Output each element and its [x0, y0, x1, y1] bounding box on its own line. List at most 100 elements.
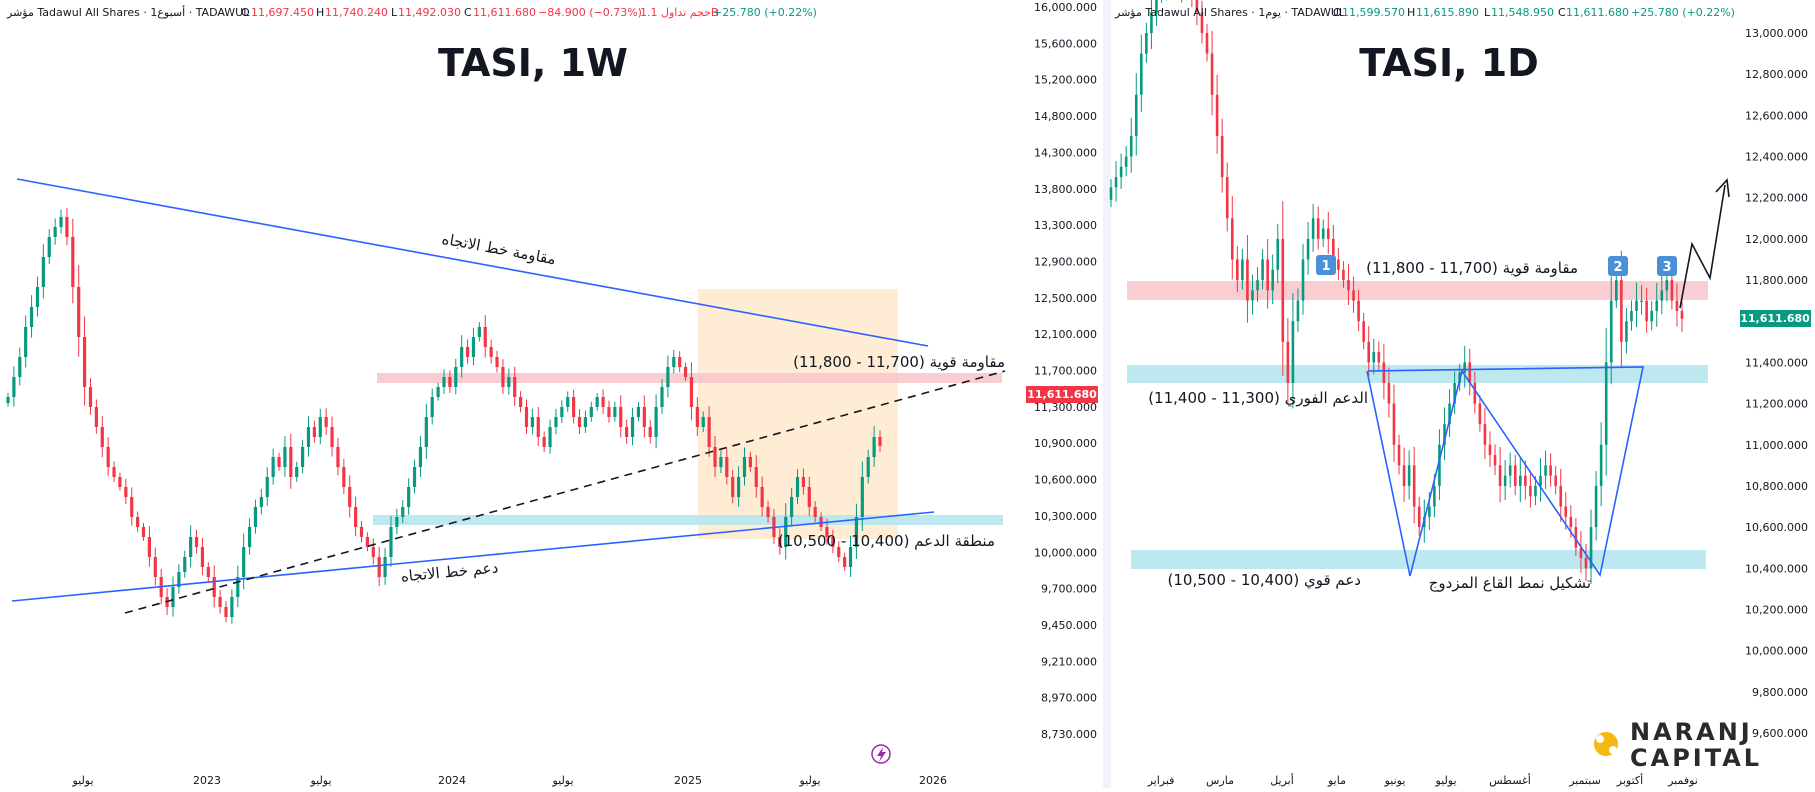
svg-text:1: 1 [1321, 259, 1330, 274]
weekly-price-tick: 15,600.000 [1034, 37, 1097, 50]
candle-body [601, 397, 605, 407]
candle-body [18, 357, 22, 377]
candle-body [595, 397, 599, 407]
candle-body [1433, 485, 1436, 507]
daily-c-label: C [1558, 6, 1566, 19]
candle-body [1473, 383, 1477, 404]
candle-body [41, 257, 45, 287]
daily-price-tick: 9,800.000 [1752, 686, 1808, 699]
candle-body [1655, 300, 1659, 311]
candle-body [636, 407, 641, 417]
candle-body [1589, 527, 1593, 569]
candle-body [147, 537, 152, 557]
weekly-time-axis: يوليو 2023 يوليو 2024 يوليو 2025 يوليو 2026 [71, 774, 947, 787]
candle-body [1382, 362, 1386, 383]
candle-body [35, 287, 40, 307]
candle-body [130, 497, 134, 517]
candle-body [1604, 362, 1608, 445]
candle-body [725, 457, 729, 477]
daily-price-tick: 10,400.000 [1745, 562, 1808, 575]
candle-body [94, 407, 98, 427]
candle-body [530, 417, 534, 427]
daily-change: +25.780 (+0.22%) [1631, 6, 1735, 19]
candle-body [495, 357, 499, 367]
daily-price-tick: 10,000.000 [1745, 645, 1808, 658]
candle-body [1599, 444, 1603, 486]
candle-body [47, 237, 51, 257]
candle-body [689, 377, 694, 407]
daily-time-tick: أغسطس [1489, 773, 1531, 787]
daily-l-label: L [1484, 6, 1491, 19]
candle-body [1609, 300, 1613, 363]
candle-body [707, 417, 711, 447]
candle-body [1660, 290, 1664, 301]
candle-body [1155, 0, 1158, 13]
lightning-icon[interactable] [871, 744, 891, 764]
candle-body [536, 417, 540, 437]
candle-body [678, 357, 682, 367]
daily-low: 11,548.950 [1491, 6, 1554, 19]
weekly-time-tick: يوليو [551, 774, 573, 787]
candle-body [819, 517, 823, 527]
candle-body [377, 557, 381, 577]
daily-header: مؤشر Tadawul All Shares · 1يوم · TADAWUL… [1114, 6, 1735, 19]
candle-body [106, 447, 110, 467]
candle-body [560, 407, 564, 417]
candle-body [1417, 506, 1421, 528]
daily-time-axis: فبراير مارس أبريل مايو يونيو يوليو أغسطس سبتمبر… [1147, 773, 1698, 787]
weekly-price-tick: 13,800.000 [1034, 183, 1097, 196]
candle-body [1114, 177, 1118, 188]
candle-body [1529, 485, 1532, 497]
candle-body [177, 572, 181, 587]
weekly-time-tick: 2023 [193, 774, 221, 787]
candle-body [1357, 300, 1360, 322]
candle-body [719, 457, 723, 467]
candle-body [88, 387, 93, 407]
daily-strong-support-label: دعم قوي (10,400 - 10,500) [1168, 571, 1361, 590]
weekly-price-tick: 10,600.000 [1034, 474, 1097, 487]
daily-price-tick: 10,800.000 [1745, 480, 1808, 493]
candle-body [189, 537, 193, 557]
weekly-price-tick: 8,730.000 [1041, 728, 1097, 741]
candle-body [1645, 300, 1648, 322]
candle-body [1402, 465, 1406, 486]
candle-body [77, 287, 81, 337]
candle-body [630, 417, 635, 437]
candle-body [1483, 424, 1487, 445]
candle-body [330, 427, 334, 447]
candle-body [795, 477, 800, 497]
candle-body [1524, 475, 1527, 486]
candle-body [607, 407, 611, 417]
projection-arrow [1679, 184, 1726, 309]
daily-price-tick: 12,800.000 [1745, 68, 1808, 81]
daily-h-label: H [1407, 6, 1415, 19]
candle-body [695, 407, 699, 427]
candle-body [118, 477, 122, 487]
candle-body [807, 487, 811, 507]
candle-body [1337, 259, 1340, 270]
candle-body [1493, 455, 1497, 466]
candle-body [1630, 310, 1633, 322]
candle-body [854, 517, 859, 547]
weekly-price-tick: 10,300.000 [1034, 510, 1097, 523]
candle-body [1584, 558, 1588, 569]
candle-body [748, 457, 752, 467]
candle-body [289, 447, 293, 477]
candle-body [1124, 156, 1128, 167]
candle-body [383, 557, 387, 577]
daily-time-tick: يوليو [1434, 774, 1456, 787]
candle-body [1549, 465, 1552, 476]
weekly-high: 11,740.240 [325, 6, 388, 19]
candle-body [754, 467, 758, 487]
candle-body [1478, 403, 1482, 425]
candle-body [866, 457, 870, 477]
daily-time-tick: سبتمبر [1568, 774, 1601, 787]
candle-body [348, 487, 352, 507]
candle-body [153, 557, 157, 577]
candle-body [306, 427, 311, 447]
candle-body [654, 407, 658, 437]
trend-resistance-line [16, 178, 929, 347]
candle-body [1301, 259, 1305, 301]
panel-divider[interactable] [1103, 0, 1111, 788]
candle-body [300, 447, 305, 467]
